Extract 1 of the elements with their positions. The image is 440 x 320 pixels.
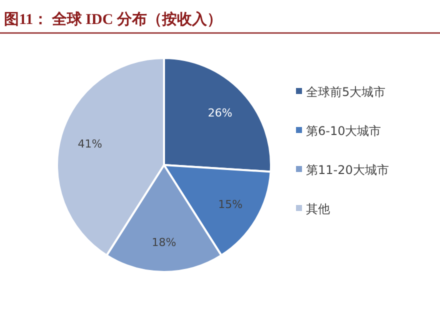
- title: 图11： 全球 IDC 分布（按收入）: [4, 12, 222, 28]
